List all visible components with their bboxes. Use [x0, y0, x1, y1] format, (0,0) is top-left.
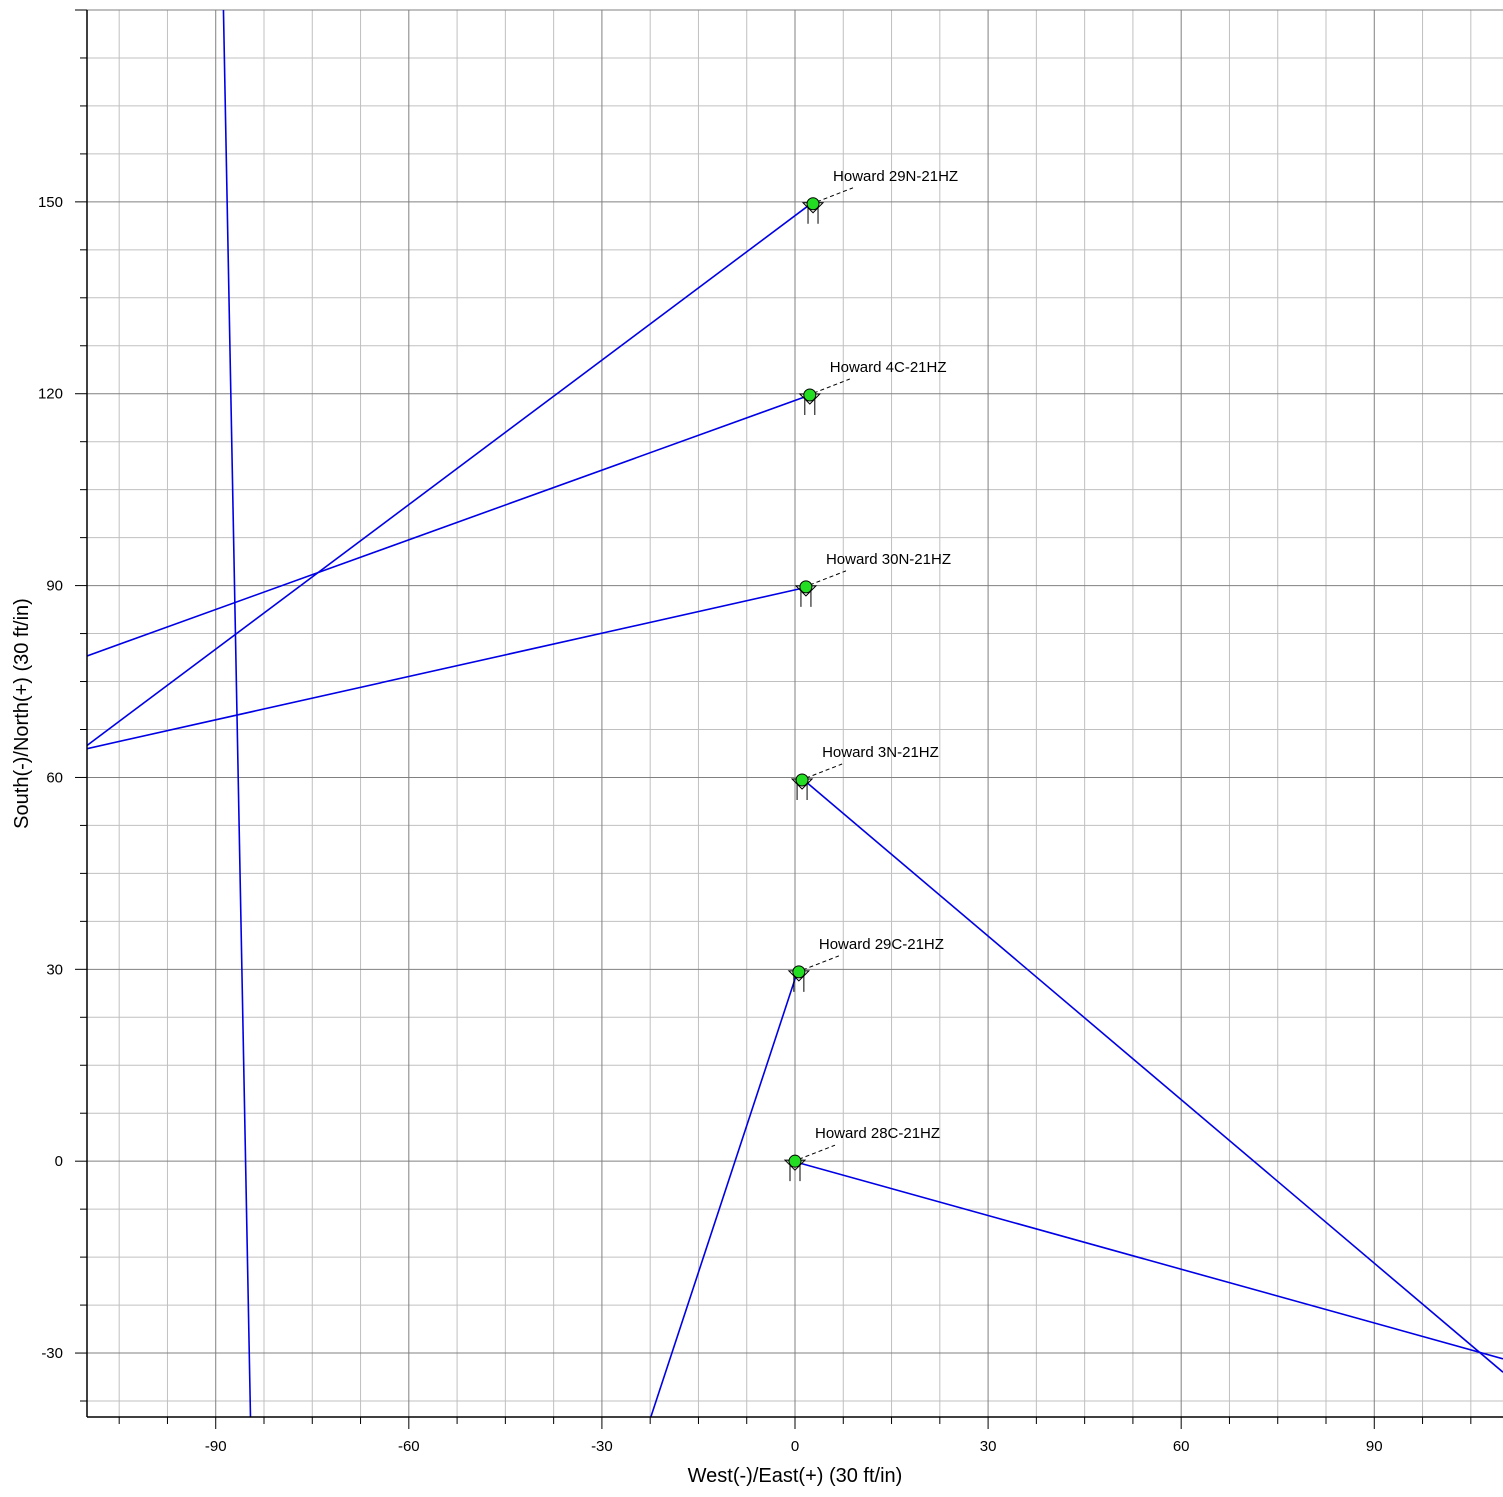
well-label: Howard 28C-21HZ [815, 1125, 940, 1142]
trajectory-line [87, 204, 810, 747]
y-tick-label: 150 [38, 194, 63, 211]
x-tick-label: 0 [791, 1438, 799, 1455]
axis-ticks [75, 9, 1472, 1429]
label-leader [805, 763, 843, 779]
y-tick-label: 90 [46, 578, 63, 595]
trajectory-line [797, 1161, 1503, 1360]
major-grid [87, 9, 1503, 1417]
y-tick-label: 60 [46, 769, 63, 786]
well-marker [792, 965, 806, 979]
well-label: Howard 4C-21HZ [830, 359, 947, 376]
x-tick-label: -60 [398, 1438, 420, 1455]
wells: Howard 29N-21HZ Howard 4C-21HZ Howard 30N-… [783, 168, 958, 1182]
well-label: Howard 30N-21HZ [826, 551, 951, 568]
label-leader [809, 570, 847, 586]
well-label: Howard 29C-21HZ [819, 936, 944, 953]
well-marker [795, 773, 809, 787]
well-marker [799, 580, 813, 594]
well-label: Howard 3N-21HZ [822, 744, 939, 761]
x-axis-title: West(-)/East(+) (30 ft/in) [688, 1465, 903, 1487]
trajectory-line [87, 395, 807, 657]
x-tick-label: -90 [205, 1438, 227, 1455]
y-tick-label: 120 [38, 386, 63, 403]
y-tick-label: 0 [55, 1153, 63, 1170]
well-marker [806, 197, 820, 211]
well-label: Howard 29N-21HZ [833, 168, 958, 185]
label-leader [813, 378, 850, 394]
x-tick-label: 60 [1173, 1438, 1190, 1455]
trajectory-line [222, 10, 252, 1417]
x-tick-label: 90 [1366, 1438, 1383, 1455]
tick-labels: -90 -60 -30 0 30 60 90 -30 0 30 60 90 120 150 [38, 194, 1383, 1455]
axes [86, 10, 1503, 1418]
label-leader [816, 187, 854, 203]
well-marker [803, 388, 817, 402]
y-tick-label: 30 [46, 961, 63, 978]
well-marker [788, 1154, 802, 1168]
x-tick-label: -30 [591, 1438, 613, 1455]
label-leader [798, 1144, 836, 1160]
y-tick-label: -30 [41, 1345, 63, 1362]
x-tick-label: 30 [980, 1438, 997, 1455]
trajectories [87, 10, 1503, 1417]
trajectory-line [650, 972, 798, 1417]
y-axis-title: South(-)/North(+) (30 ft/in) [11, 598, 33, 829]
trajectory-line [87, 587, 803, 750]
trajectory-line [804, 780, 1503, 1373]
label-leader [802, 955, 840, 971]
